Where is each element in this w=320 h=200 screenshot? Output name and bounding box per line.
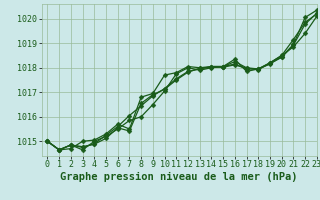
- X-axis label: Graphe pression niveau de la mer (hPa): Graphe pression niveau de la mer (hPa): [60, 172, 298, 182]
